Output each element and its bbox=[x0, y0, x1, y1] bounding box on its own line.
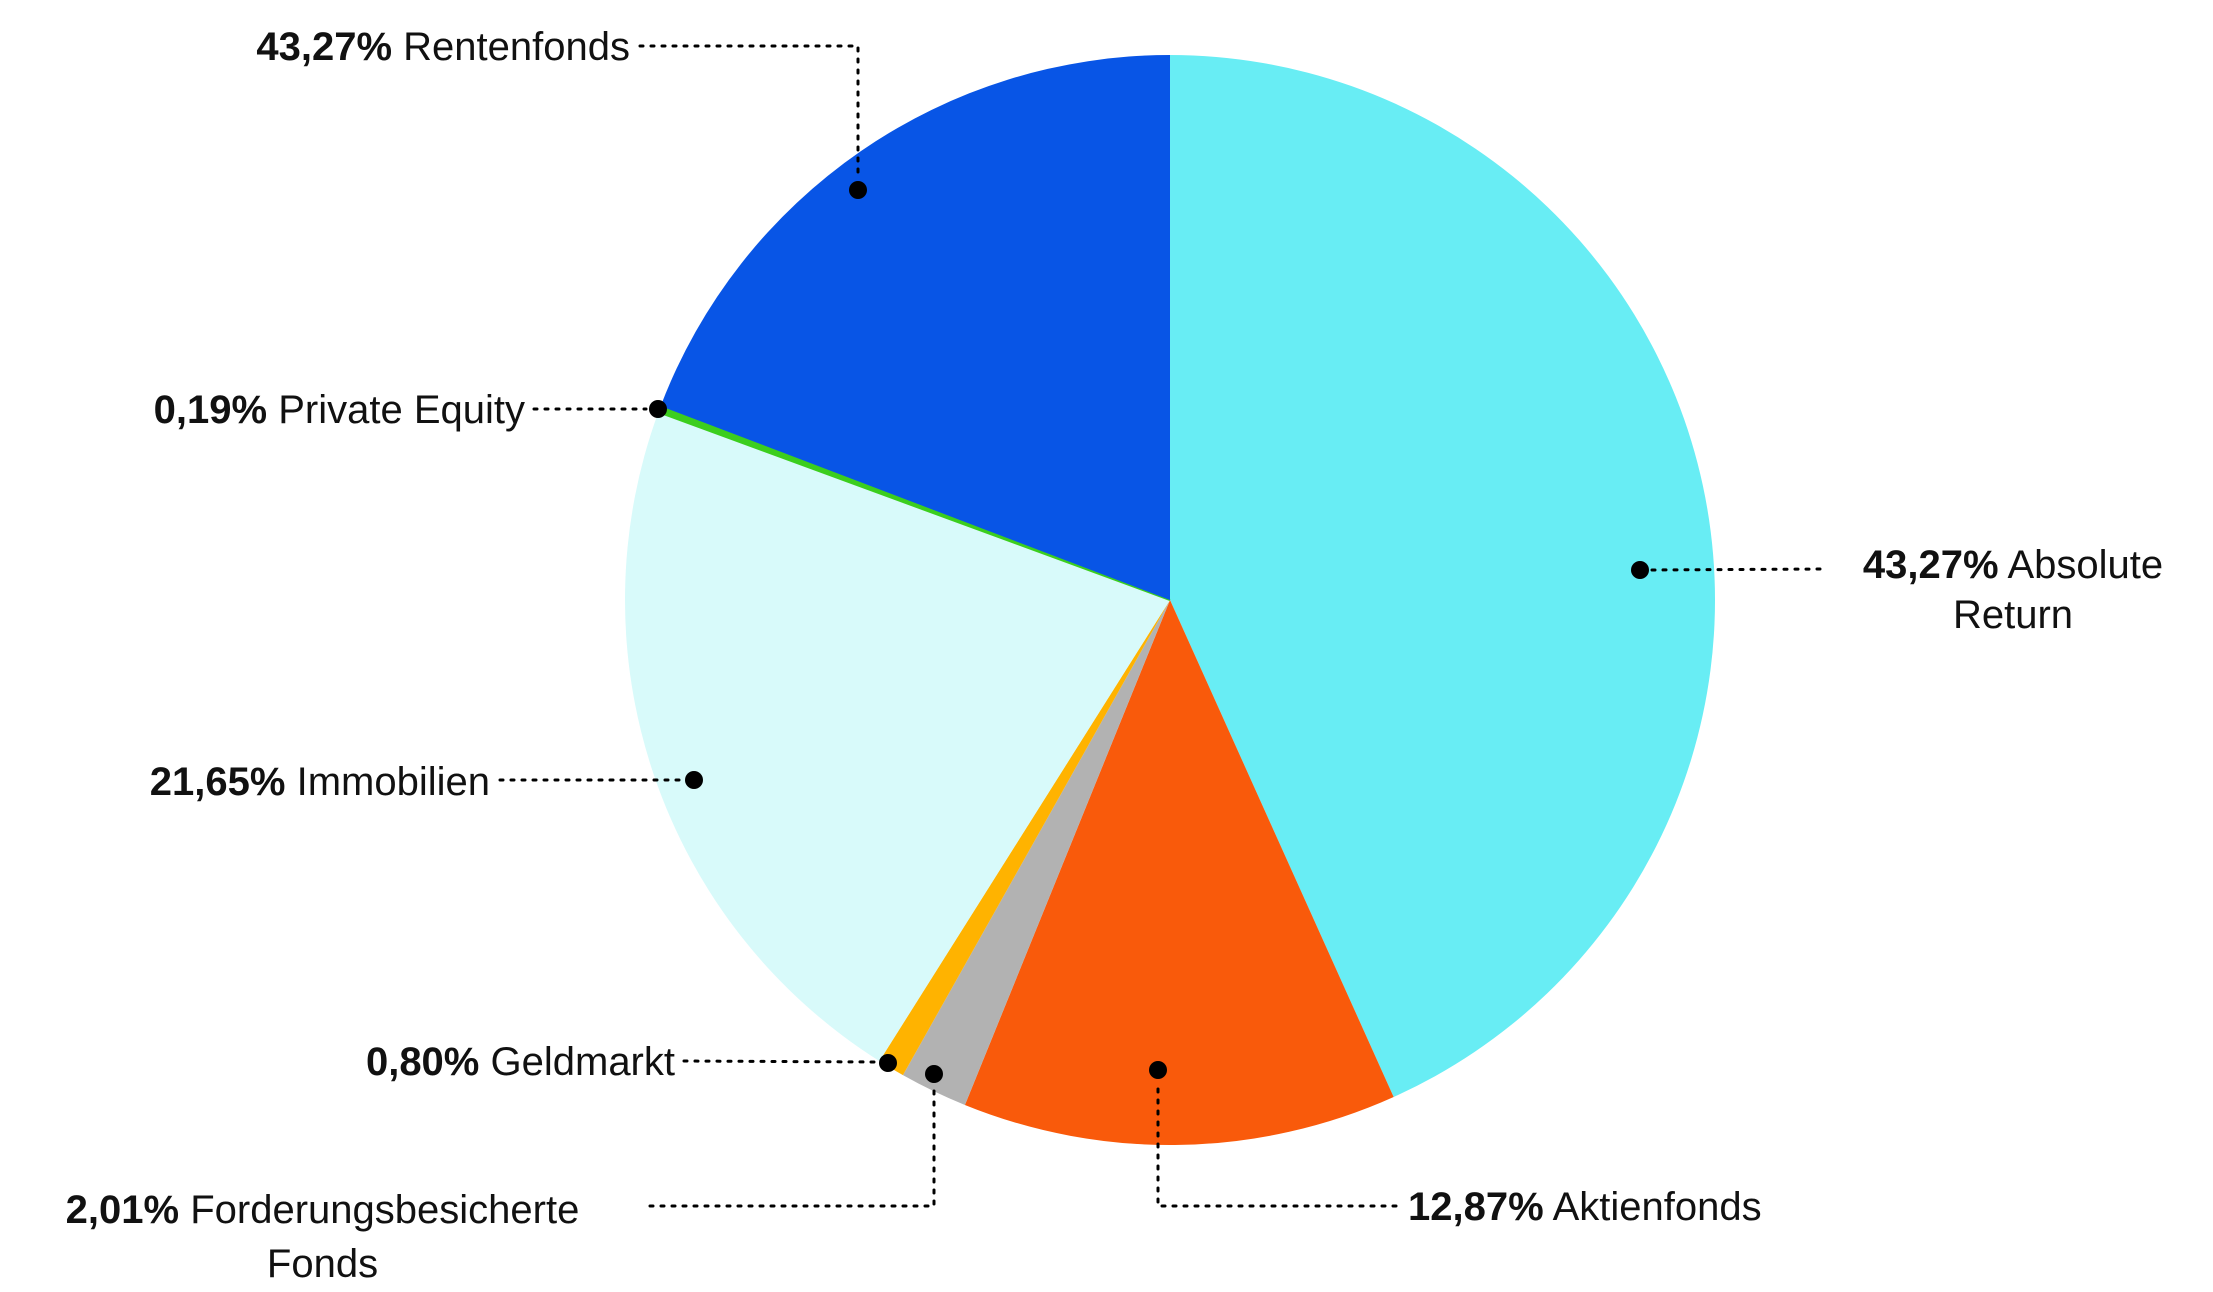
slice-absolute-return bbox=[1170, 55, 1716, 1097]
value-geldmarkt: 0,80% bbox=[365, 1040, 480, 1084]
callout-dot bbox=[1149, 1061, 1167, 1079]
value-forderungsbesicherte-fonds: 2,01% bbox=[65, 1188, 180, 1232]
leader-line bbox=[638, 44, 860, 182]
slice-rentenfonds bbox=[660, 55, 1170, 600]
name-aktienfonds: Aktienfonds bbox=[1552, 1185, 1762, 1229]
leader-rentenfonds bbox=[638, 44, 867, 199]
label-rentenfonds: 43,27% Rentenfonds bbox=[256, 22, 630, 72]
value-rentenfonds: 43,27% bbox=[256, 25, 393, 69]
slice-aktienfonds bbox=[964, 600, 1394, 1146]
callout-dot bbox=[879, 1054, 897, 1072]
callout-dot bbox=[685, 771, 703, 789]
value-private-equity: 0,19% bbox=[153, 388, 268, 432]
label-geldmarkt: 0,80% Geldmarkt bbox=[366, 1037, 675, 1087]
leader-immobilien bbox=[498, 771, 703, 789]
slice-geldmarkt bbox=[879, 600, 1170, 1076]
name-rentenfonds: Rentenfonds bbox=[403, 25, 630, 69]
label-private-equity: 0,19% Private Equity bbox=[154, 385, 525, 435]
label-aktienfonds: 12,87% Aktienfonds bbox=[1408, 1182, 1762, 1232]
leader-line bbox=[1156, 1080, 1398, 1208]
name-immobilien: Immobilien bbox=[296, 760, 490, 804]
leader-private-equity bbox=[532, 400, 667, 418]
leader-absolute-return bbox=[1631, 561, 1822, 579]
leader-line bbox=[682, 1059, 878, 1064]
value-aktienfonds: 12,87% bbox=[1408, 1185, 1544, 1229]
name-private-equity: Private Equity bbox=[278, 388, 525, 432]
value-immobilien: 21,65% bbox=[149, 760, 286, 804]
name-geldmarkt: Geldmarkt bbox=[490, 1040, 676, 1084]
label-immobilien: 21,65% Immobilien bbox=[150, 757, 490, 807]
value-absolute-return: 43,27% bbox=[1862, 543, 1999, 587]
name-forderungsbesicherte-fonds: Forderungsbesicherte Fonds bbox=[190, 1188, 580, 1286]
callout-dot bbox=[1631, 561, 1649, 579]
label-absolute-return: 43,27% Absolute Return bbox=[1823, 540, 2203, 640]
callout-dot bbox=[849, 181, 867, 199]
leader-line bbox=[1650, 567, 1822, 572]
leader-line bbox=[648, 1084, 936, 1208]
leader-aktienfonds bbox=[1149, 1061, 1398, 1208]
leader-geldmarkt bbox=[682, 1054, 897, 1072]
pie-slices bbox=[625, 55, 1716, 1146]
callout-dot bbox=[649, 400, 667, 418]
slice-forderungsbesicherte-fonds bbox=[902, 600, 1170, 1105]
name-absolute-return: Absolute Return bbox=[1952, 543, 2164, 637]
label-forderungsbesicherte-fonds: 2,01% Forderungsbesicherte Fonds bbox=[35, 1183, 610, 1291]
slice-immobilien bbox=[625, 412, 1170, 1062]
callout-dot bbox=[925, 1065, 943, 1083]
leader-forderungsbesicherte-fonds bbox=[648, 1065, 943, 1208]
